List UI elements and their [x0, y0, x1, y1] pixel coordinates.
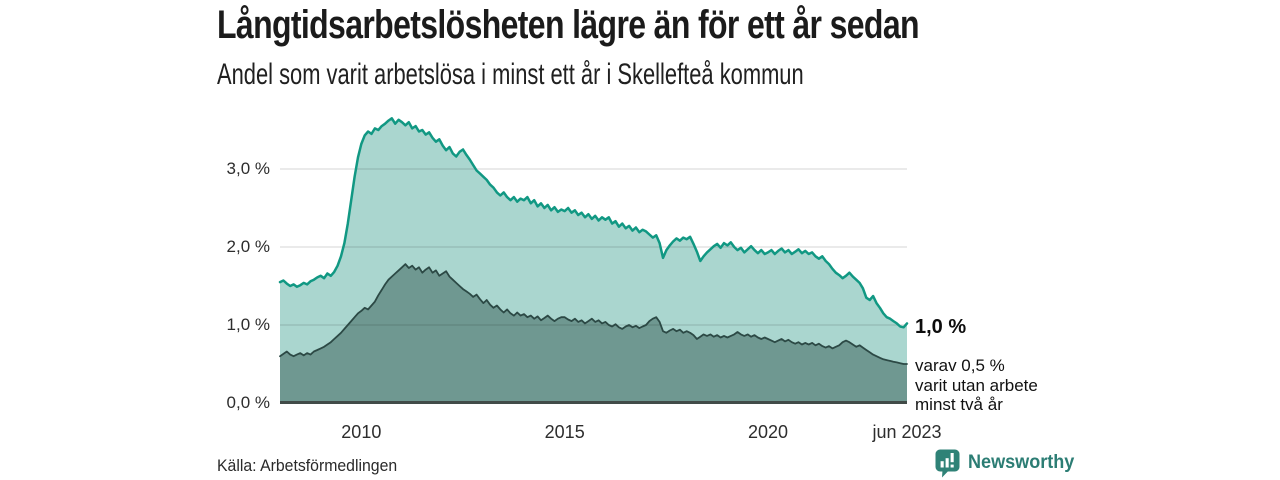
area-chart-svg	[278, 117, 909, 404]
y-tick-label: 1,0 %	[226, 314, 270, 334]
newsworthy-wordmark: Newsworthy	[968, 452, 1075, 473]
chart-title: Långtidsarbetslösheten lägre än för ett …	[217, 3, 920, 47]
area-series-1	[280, 264, 907, 403]
line-series-1	[279, 263, 908, 365]
y-tick-label: 0,0 %	[226, 393, 270, 412]
x-tick-label: 2015	[544, 422, 585, 442]
line-series-0	[278, 117, 909, 329]
plot-area	[278, 105, 909, 406]
x-tick-label: jun 2023	[872, 422, 942, 442]
chart-subtitle: Andel som varit arbetslösa i minst ett å…	[217, 58, 804, 91]
secondary-annotation-line: varav 0,5 %	[915, 356, 1005, 375]
y-tick-label: 3,0 %	[226, 158, 270, 178]
source-note: Källa: Arbetsförmedlingen	[217, 456, 398, 475]
latest-value-label: 1,0 %	[915, 316, 967, 338]
secondary-annotation-line: varit utan arbete	[915, 375, 1038, 395]
secondary-annotation-line: minst två år	[915, 395, 1003, 414]
x-tick-label: 2020	[748, 422, 789, 442]
newsworthy-logo: Newsworthy	[934, 448, 1080, 478]
x-tick-label: 2010	[341, 422, 382, 442]
secondary-annotation: varav 0,5 % varit utan arbete minst två …	[915, 356, 1038, 415]
y-tick-label: 2,0 %	[226, 236, 270, 256]
bar-chart-bubble-icon	[935, 449, 960, 478]
